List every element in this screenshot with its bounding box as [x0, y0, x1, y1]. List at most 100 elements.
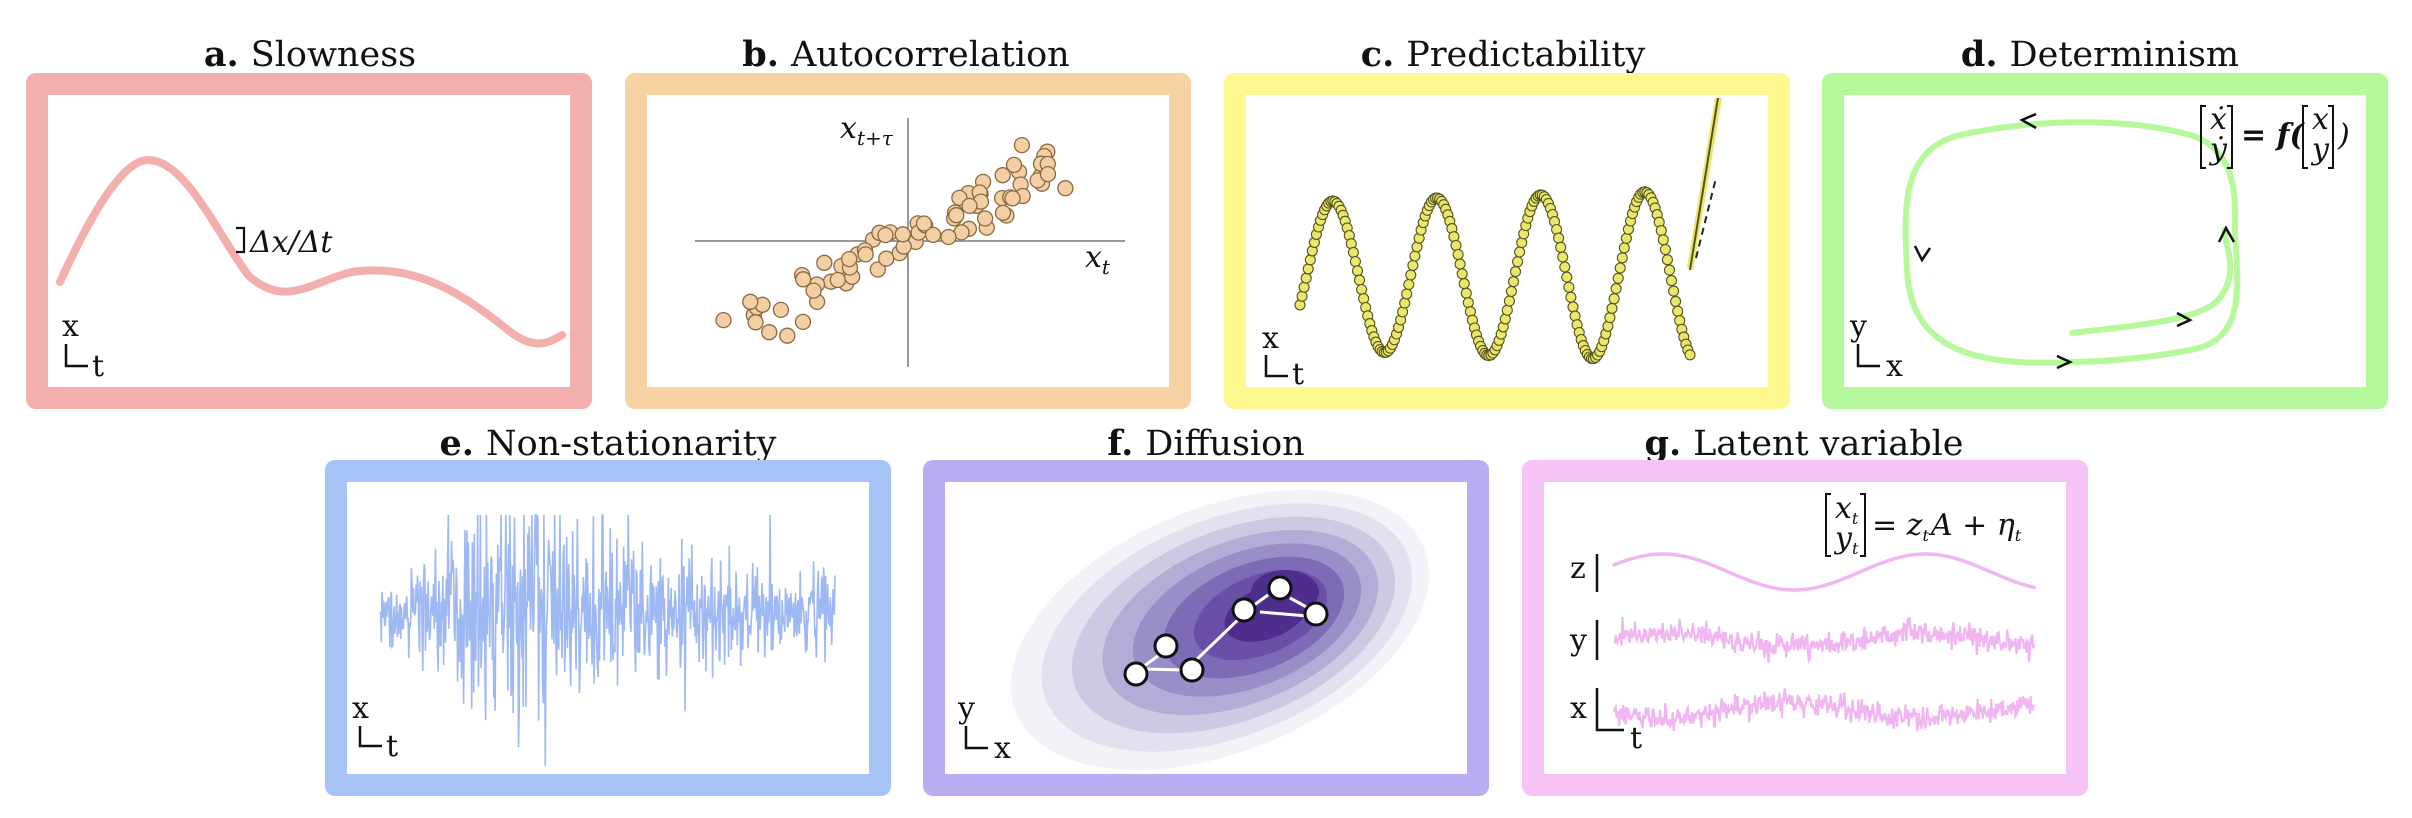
series-point [1302, 263, 1314, 275]
scatter-point [761, 324, 778, 341]
series-point [1403, 278, 1415, 291]
panel-g-inner [1544, 482, 2066, 774]
panel-d-axis-corner [1856, 344, 1880, 368]
series-point [1454, 258, 1466, 270]
series-point [1296, 290, 1308, 302]
series-point [1401, 288, 1413, 300]
latent-row-z-label: z [1570, 551, 1586, 586]
scatter-point [805, 282, 822, 299]
series-point [1452, 248, 1464, 261]
scatter-point [915, 215, 933, 232]
scatter-point [747, 314, 764, 331]
panel-d-title: d. Determinism [1961, 34, 2239, 75]
panel-a-axis-x: t [92, 349, 104, 384]
slowness-curve [56, 155, 566, 348]
panel-f-axis-x: x [994, 731, 1011, 766]
series-point [1555, 241, 1567, 253]
walk-point [1231, 597, 1257, 623]
series-point [1509, 266, 1522, 278]
panel-e-axis-x: t [386, 729, 398, 764]
panel-a: a. Slowness Δx/Δt x t [26, 34, 592, 409]
walk-point [1123, 661, 1149, 687]
determinism-equation: ẋ ẏ = f( x y ) [2200, 102, 2350, 169]
panel-d-inner [1844, 95, 2366, 387]
svg-text:): ) [2337, 118, 2350, 153]
scatter-point [894, 226, 911, 243]
svg-text:ẏ: ẏ [2208, 132, 2228, 167]
svg-text:x: x [2312, 102, 2329, 137]
diffusion-points [1123, 575, 1329, 687]
svg-text:= f(: = f( [2241, 118, 2305, 153]
latent-x-series [1612, 688, 2036, 732]
series-point [1655, 225, 1667, 237]
series-point [1407, 259, 1419, 271]
series-point [1450, 239, 1462, 251]
non-stationary-signal [379, 514, 836, 766]
latent-axis-corner [1595, 688, 1624, 732]
scatter-point [715, 311, 732, 329]
panel-d: d. Determinism ẋ ẏ = f( x y ) y x [1822, 34, 2388, 409]
series-point [1553, 232, 1565, 244]
series-point [1608, 293, 1620, 305]
series-point [1409, 250, 1421, 262]
scatter-point [1005, 156, 1023, 174]
panel-a-title: a. Slowness [204, 34, 416, 75]
series-point [1657, 234, 1669, 246]
series-point [1610, 283, 1622, 295]
scatter-point [877, 226, 894, 244]
panel-d-axis-y: y [1849, 309, 1867, 344]
walk-point [1267, 575, 1293, 601]
series-point [1405, 269, 1417, 281]
series-point [1353, 274, 1366, 286]
autocorrelation-scatter [715, 136, 1074, 344]
series-point [1672, 305, 1684, 317]
svg-text:ẋ: ẋ [2210, 102, 2227, 137]
scatter-point [795, 271, 812, 288]
panel-g-title: g. Latent variable [1644, 423, 1963, 464]
scatter-point [878, 250, 895, 267]
series-point [1614, 262, 1626, 274]
walk-point [1179, 657, 1205, 683]
scatter-point [948, 207, 965, 224]
series-point [1668, 285, 1680, 297]
scatter-point [772, 301, 790, 319]
panel-g: g. Latent variable xt yt = ztA + ηt z y x… [1522, 423, 2088, 796]
series-point [1458, 278, 1470, 290]
series-point [1567, 301, 1579, 313]
panel-f: f. Diffusion y x [923, 423, 1489, 796]
series-point [1399, 297, 1411, 309]
trajectory-outer [1902, 119, 2241, 366]
panel-b-title: b. Autocorrelation [742, 34, 1069, 75]
series-point [1514, 246, 1526, 258]
scatter-point [994, 167, 1011, 184]
series-point [1684, 349, 1696, 361]
scatter-point [794, 313, 812, 331]
prediction-dash [1695, 177, 1717, 259]
panel-c-axis-y: x [1262, 321, 1279, 356]
arrow-top [2019, 112, 2037, 130]
series-point [1351, 265, 1364, 277]
delta-bracket [236, 226, 246, 254]
walk-step-5 [1259, 610, 1309, 618]
b-label-y: xt+τ [840, 111, 894, 150]
series-point [1565, 291, 1577, 303]
series-point [1298, 281, 1310, 293]
panel-b: b. Autocorrelation xt+τ xt [625, 34, 1191, 409]
scatter-point [841, 250, 858, 268]
series-point [1665, 275, 1678, 287]
panel-a-axis-corner [64, 344, 88, 368]
series-point [1559, 261, 1571, 273]
panel-f-axis-y: y [957, 691, 975, 726]
panel-c-axis-corner [1264, 355, 1288, 378]
series-point [1507, 276, 1520, 288]
series-point [1356, 283, 1368, 296]
series-point [1659, 243, 1671, 256]
cone-edge [1689, 97, 1719, 271]
series-point [1661, 254, 1673, 266]
arrow-right [2217, 225, 2236, 243]
scatter-point [857, 246, 874, 263]
panel-c-title: c. Predictability [1361, 34, 1646, 75]
latent-equation: xt yt = ztA + ηt [1825, 491, 2022, 558]
scatter-point [1057, 180, 1074, 197]
latent-axis-t: t [1630, 721, 1642, 756]
